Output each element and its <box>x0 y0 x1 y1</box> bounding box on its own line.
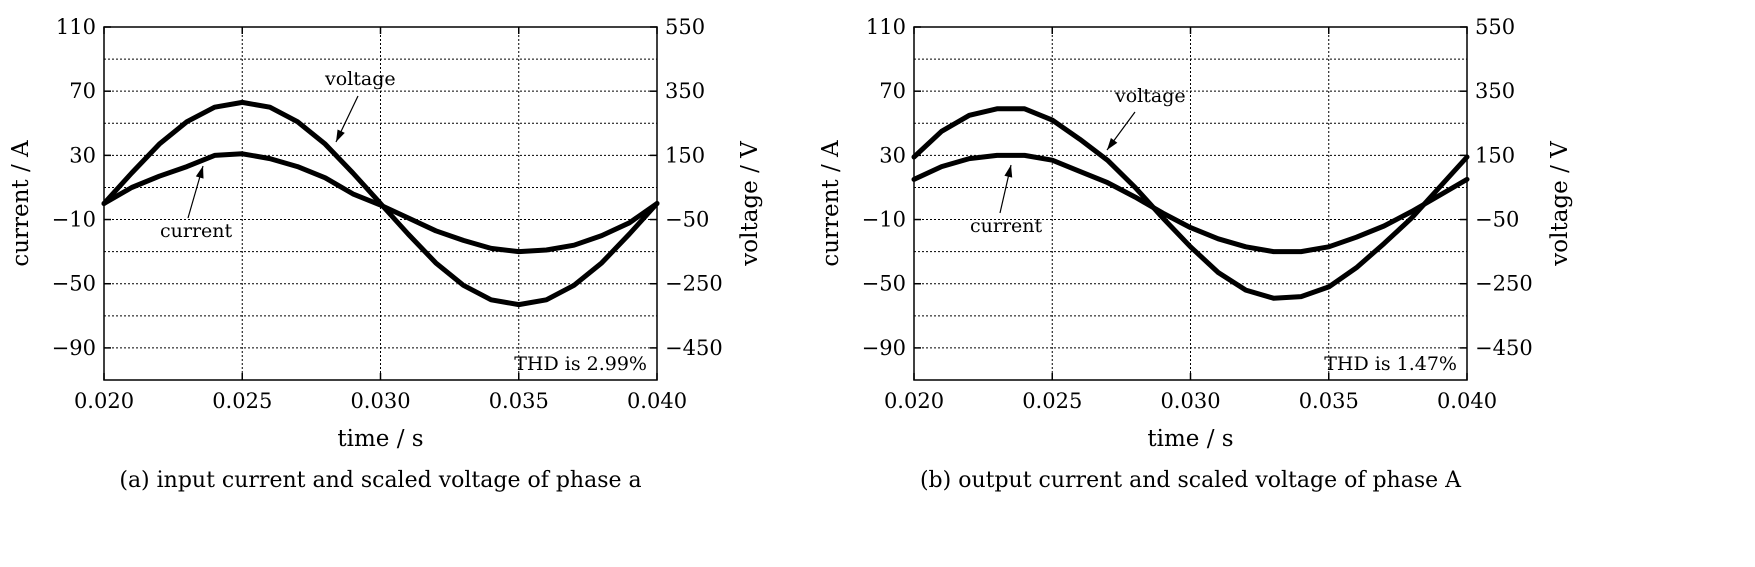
series-line-current <box>101 151 660 255</box>
y-axis-label-b: current / A <box>818 140 844 267</box>
ticks-a: 0.020 0.025 0.030 0.035 0.040 110 550 70 350 30 15… <box>52 15 723 413</box>
series-line-voltage <box>911 106 1470 301</box>
y-tick-label: 30 <box>69 143 96 167</box>
x-tick-label: 0.035 <box>489 389 549 413</box>
y-tick-label: −50 <box>52 272 96 296</box>
x-tick-label: 0.040 <box>627 389 687 413</box>
series-line-current <box>911 152 1470 255</box>
y2-tick-label: 350 <box>665 79 705 103</box>
arrow-head <box>195 166 204 179</box>
annotation-arrows-b <box>999 111 1136 214</box>
x-tick-label: 0.025 <box>1022 389 1082 413</box>
series-label-current-a: current <box>160 220 233 242</box>
thd-annotation-a: THD is 2.99% <box>514 353 647 375</box>
x-tick-label: 0.020 <box>74 389 134 413</box>
series-label-current-b: current <box>970 215 1043 237</box>
y-tick-label: −10 <box>862 208 906 232</box>
arrow-head <box>336 129 345 142</box>
annotation-arrows-a <box>187 95 359 219</box>
y2-tick-label: −450 <box>1475 336 1533 360</box>
y2-axis-label-a: voltage / V <box>737 141 763 267</box>
x-tick-label: 0.040 <box>1437 389 1497 413</box>
x-tick-label: 0.020 <box>884 389 944 413</box>
y-tick-label: 30 <box>879 143 906 167</box>
x-tick-label: 0.030 <box>350 389 410 413</box>
series-lines-a <box>101 99 660 308</box>
caption-a: (a) input current and scaled voltage of … <box>119 468 641 493</box>
x-tick-label: 0.035 <box>1299 389 1359 413</box>
ticks-b: 0.020 0.025 0.030 0.035 0.040 110 550 70 350 30 15… <box>862 15 1533 413</box>
y2-tick-label: 550 <box>1475 15 1515 39</box>
y-tick-label: 70 <box>69 79 96 103</box>
y2-tick-label: −50 <box>665 208 709 232</box>
y2-tick-label: 150 <box>1475 143 1515 167</box>
y2-tick-label: −450 <box>665 336 723 360</box>
chart-panel-a: 0.020 0.025 0.030 0.035 0.040 110 550 70 350 30 15… <box>8 15 763 493</box>
chart-panel-b: 0.020 0.025 0.030 0.035 0.040 110 550 70 350 30 15… <box>818 15 1573 493</box>
series-label-voltage-b: voltage <box>1114 85 1186 107</box>
series-label-voltage-a: voltage <box>324 68 396 90</box>
y-axis-label-a: current / A <box>8 140 34 267</box>
y2-tick-label: −250 <box>1475 272 1533 296</box>
grid-a <box>104 27 657 380</box>
y2-tick-label: 150 <box>665 143 705 167</box>
caption-b: (b) output current and scaled voltage of… <box>920 468 1462 493</box>
y-tick-label: 110 <box>866 15 906 39</box>
x-tick-label: 0.030 <box>1160 389 1220 413</box>
y2-tick-label: −50 <box>1475 208 1519 232</box>
grid-b <box>914 27 1467 380</box>
x-axis-label-b: time / s <box>1147 426 1233 452</box>
y2-tick-label: −250 <box>665 272 723 296</box>
y-tick-label: −90 <box>52 336 96 360</box>
arrow-head <box>1107 137 1118 150</box>
y-tick-label: 70 <box>879 79 906 103</box>
thd-annotation-b: THD is 1.47% <box>1324 353 1457 375</box>
y-tick-label: −90 <box>862 336 906 360</box>
y2-tick-label: 350 <box>1475 79 1515 103</box>
y-tick-label: 110 <box>56 15 96 39</box>
y-tick-label: −50 <box>862 272 906 296</box>
x-tick-label: 0.025 <box>212 389 272 413</box>
y2-axis-label-b: voltage / V <box>1547 141 1573 267</box>
arrow-head <box>1004 165 1013 178</box>
y-tick-label: −10 <box>52 208 96 232</box>
series-lines-b <box>911 106 1470 301</box>
y2-tick-label: 550 <box>665 15 705 39</box>
x-axis-label-a: time / s <box>337 426 423 452</box>
